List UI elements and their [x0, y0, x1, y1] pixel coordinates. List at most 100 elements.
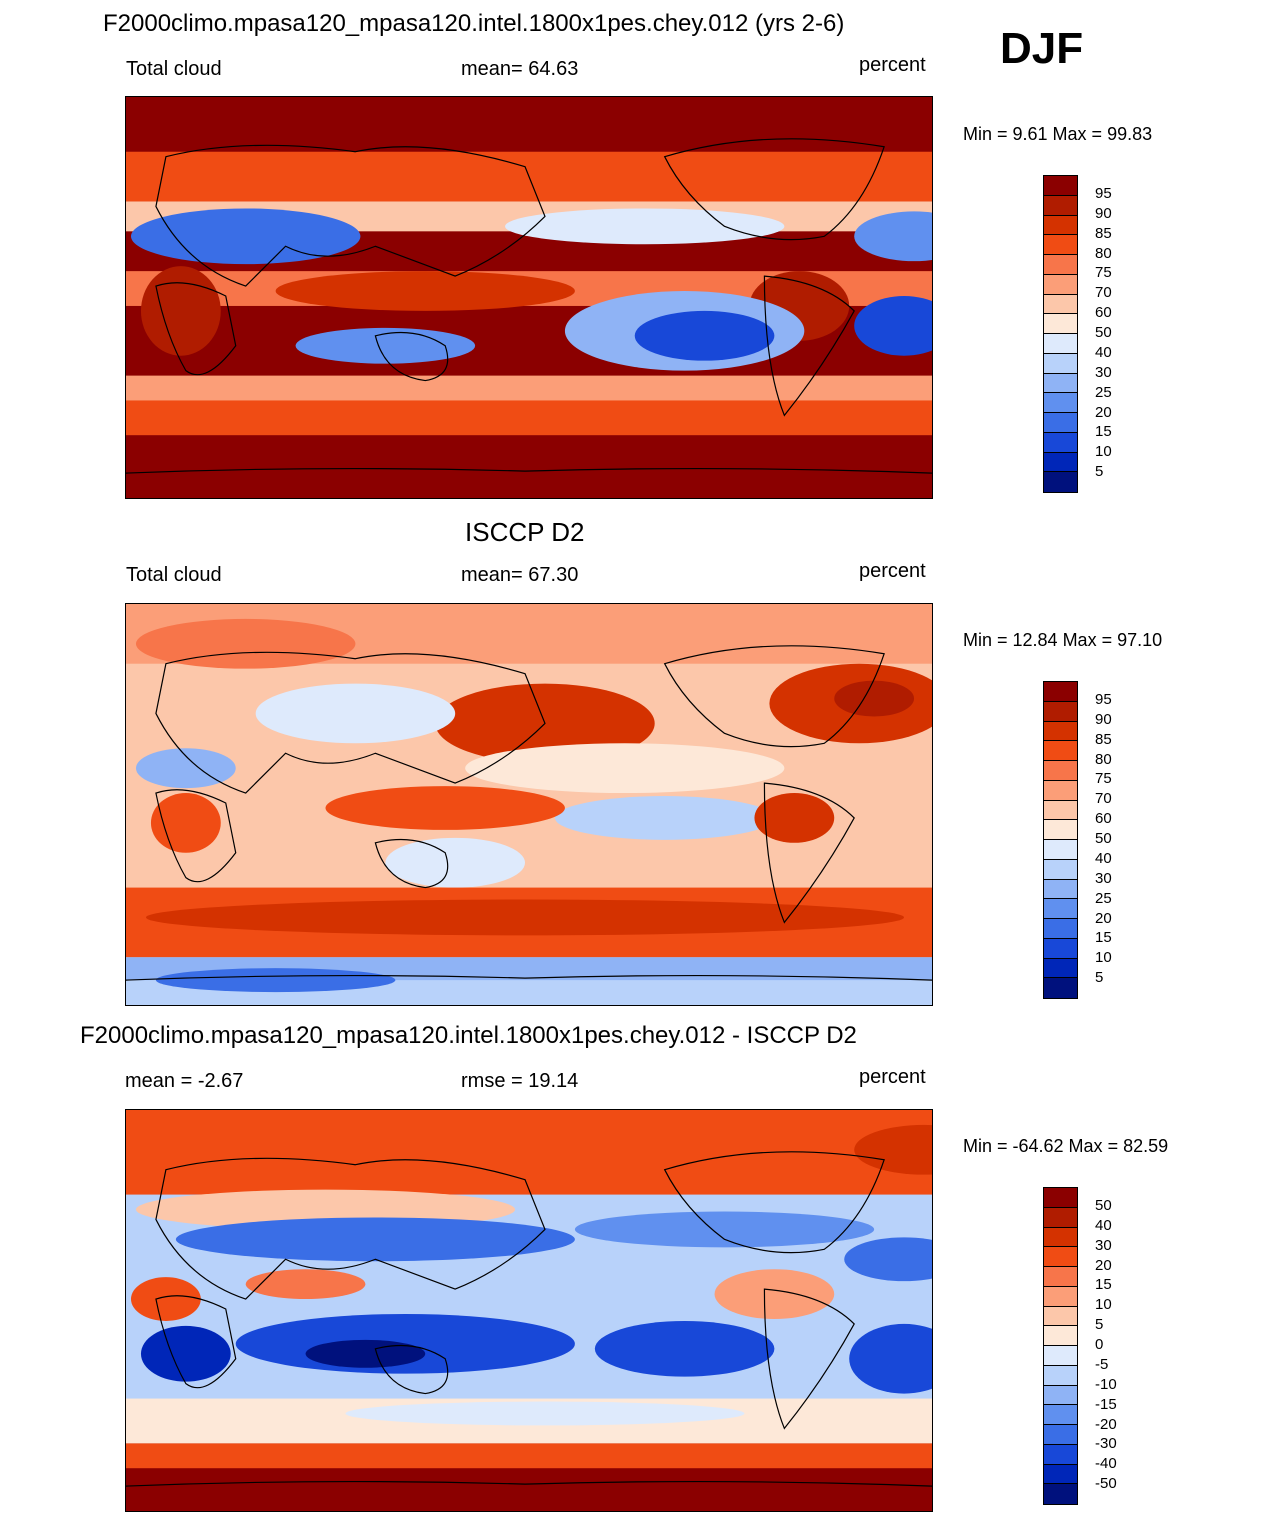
colorbar-label: 60 [1095, 810, 1112, 828]
colorbar-segment [1044, 255, 1077, 275]
colorbar-label: -20 [1095, 1415, 1117, 1433]
colorbar-label: 10 [1095, 443, 1112, 461]
colorbar-label: 10 [1095, 949, 1112, 967]
colorbar-segment [1044, 1405, 1077, 1425]
colorbar-segment [1044, 938, 1077, 959]
colorbar-label: 10 [1095, 1296, 1112, 1314]
panel-2-mean-label: mean= 67.30 [461, 564, 579, 586]
colorbar-label: -50 [1095, 1475, 1117, 1493]
colorbar-segment [1044, 840, 1077, 860]
colorbar-segment [1044, 721, 1077, 742]
colorbar-label: 90 [1095, 204, 1112, 222]
colorbar-label: 90 [1095, 710, 1112, 728]
colorbar-segment [1044, 353, 1077, 374]
colorbar-label: 95 [1095, 690, 1112, 708]
colorbar-segment [1044, 978, 1077, 998]
panel-3-map [125, 1109, 933, 1512]
panel-2-minmax: Min = 12.84 Max = 97.10 [963, 630, 1163, 650]
colorbar-label: 40 [1095, 849, 1112, 867]
colorbar-label: 75 [1095, 264, 1112, 282]
colorbar-segment [1044, 1346, 1077, 1366]
colorbar-label: 50 [1095, 1196, 1112, 1214]
colorbar-label: 5 [1095, 463, 1104, 481]
colorbar-label: 60 [1095, 304, 1112, 322]
panel-3-units-label: percent [859, 1066, 926, 1088]
colorbar-label: -5 [1095, 1355, 1109, 1373]
colorbar-label: 95 [1095, 184, 1112, 202]
colorbar-label: 15 [1095, 929, 1112, 947]
colorbar-label: 5 [1095, 969, 1104, 987]
colorbar-label: 15 [1095, 1276, 1112, 1294]
colorbar-segment [1044, 235, 1077, 255]
colorbar-segment [1044, 899, 1077, 919]
panel-2-variable-label: Total cloud [126, 564, 222, 586]
colorbar-label: 20 [1095, 403, 1112, 421]
colorbar-segment [1044, 1227, 1077, 1248]
colorbar-segment [1044, 879, 1077, 900]
colorbar-segment [1044, 314, 1077, 334]
colorbar-label: 0 [1095, 1336, 1104, 1353]
colorbar-segment [1044, 373, 1077, 394]
colorbar-segment [1044, 195, 1077, 216]
colorbar-segment [1044, 1385, 1077, 1406]
colorbar-label: -15 [1095, 1395, 1117, 1413]
panel-3-minmax: Min = -64.62 Max = 82.59 [963, 1136, 1169, 1156]
colorbar-label: 75 [1095, 770, 1112, 788]
panel-3-colorbar [1043, 1187, 1078, 1505]
colorbar-segment [1044, 176, 1077, 196]
colorbar-label: 70 [1095, 284, 1112, 302]
panel-2-map-svg [126, 604, 932, 1005]
colorbar-segment [1044, 919, 1077, 939]
colorbar-label: 40 [1095, 1216, 1112, 1234]
panel-3-title: F2000climo.mpasa120_mpasa120.intel.1800x… [80, 1022, 857, 1049]
colorbar-segment [1044, 800, 1077, 821]
colorbar-label: 25 [1095, 889, 1112, 907]
colorbar-segment [1044, 452, 1077, 473]
panel-2-title: ISCCP D2 [465, 517, 585, 547]
colorbar-label: 80 [1095, 244, 1112, 262]
panel-1-units-label: percent [859, 54, 926, 76]
colorbar-segment [1044, 1306, 1077, 1327]
panel-1-colorbar [1043, 175, 1078, 493]
colorbar-label: -40 [1095, 1455, 1117, 1473]
colorbar-segment [1044, 859, 1077, 880]
colorbar-label: 30 [1095, 363, 1112, 381]
colorbar-label: 15 [1095, 423, 1112, 441]
panel-3-map-svg [126, 1110, 932, 1511]
colorbar-segment [1044, 334, 1077, 354]
colorbar-segment [1044, 274, 1077, 295]
colorbar-segment [1044, 820, 1077, 840]
panel-2-units-label: percent [859, 560, 926, 582]
colorbar-label: 50 [1095, 830, 1112, 847]
panel-1-title: F2000climo.mpasa120_mpasa120.intel.1800x… [103, 10, 845, 37]
season-label: DJF [1000, 24, 1084, 73]
panel-3-rmse-label: rmse = 19.14 [461, 1070, 579, 1092]
colorbar-label: 30 [1095, 1236, 1112, 1254]
colorbar-segment [1044, 1247, 1077, 1267]
panel-1-map [125, 96, 933, 499]
colorbar-segment [1044, 393, 1077, 413]
colorbar-label: -10 [1095, 1375, 1117, 1393]
colorbar-segment [1044, 958, 1077, 979]
colorbar-segment [1044, 215, 1077, 236]
colorbar-segment [1044, 294, 1077, 315]
colorbar-segment [1044, 1484, 1077, 1504]
colorbar-label: 85 [1095, 224, 1112, 242]
colorbar-label: 25 [1095, 383, 1112, 401]
colorbar-label: 20 [1095, 909, 1112, 927]
colorbar-label: 30 [1095, 869, 1112, 887]
panel-1-mean-label: mean= 64.63 [461, 58, 579, 80]
colorbar-segment [1044, 1464, 1077, 1485]
panel-1-variable-label: Total cloud [126, 58, 222, 80]
colorbar-label: 50 [1095, 324, 1112, 341]
colorbar-segment [1044, 761, 1077, 781]
colorbar-segment [1044, 413, 1077, 433]
colorbar-segment [1044, 432, 1077, 453]
colorbar-label: 20 [1095, 1256, 1112, 1274]
colorbar-segment [1044, 741, 1077, 761]
colorbar-segment [1044, 682, 1077, 702]
panel-3-mean-label: mean = -2.67 [125, 1070, 244, 1092]
colorbar-label: 5 [1095, 1316, 1104, 1334]
colorbar-segment [1044, 1425, 1077, 1445]
colorbar-label: 40 [1095, 343, 1112, 361]
